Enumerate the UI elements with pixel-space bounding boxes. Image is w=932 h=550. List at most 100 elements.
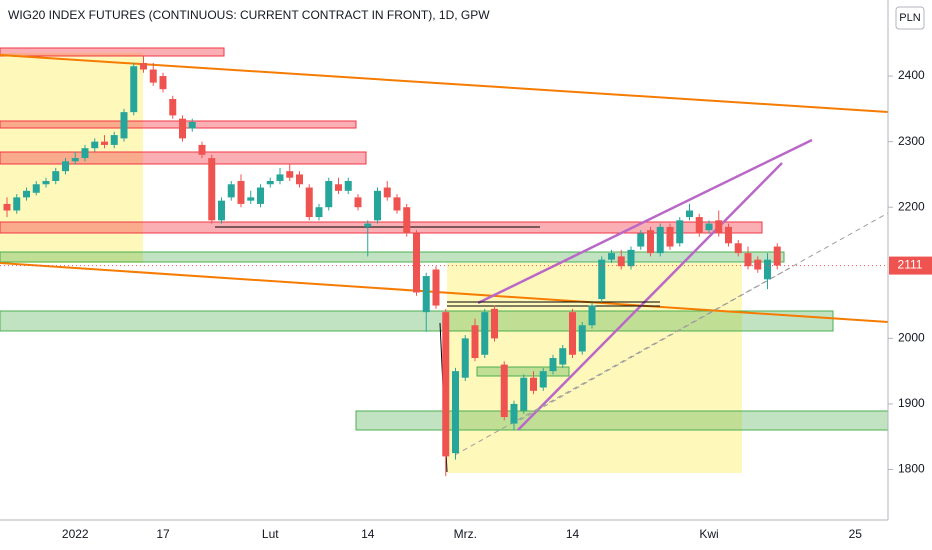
- candle-body: [354, 197, 362, 208]
- candle-body: [744, 253, 752, 267]
- candle-body: [227, 184, 235, 198]
- candle-body: [588, 305, 596, 326]
- candle-body: [3, 203, 11, 211]
- resistance-zone: [0, 47, 225, 57]
- candle-body: [383, 187, 391, 198]
- candle-body: [101, 141, 108, 145]
- dashed-line: [519, 267, 791, 421]
- candle-body: [247, 197, 255, 201]
- candle-body: [676, 220, 684, 244]
- x-tick-label: Kwi: [699, 527, 718, 541]
- candle-body: [549, 358, 557, 372]
- channel-line: [477, 138, 813, 305]
- candle-body: [442, 312, 450, 457]
- candle-body: [500, 364, 508, 418]
- candle-body: [179, 118, 186, 139]
- candle-body: [559, 348, 567, 365]
- x-tick-label: 17: [156, 527, 170, 541]
- x-tick-label: Mrz.: [454, 527, 477, 541]
- candle-body: [325, 180, 333, 208]
- drawings: [0, 47, 897, 473]
- candle-body: [237, 180, 245, 204]
- currency: PLN: [899, 12, 920, 24]
- candle-body: [578, 325, 586, 352]
- highlight-zone: [0, 53, 143, 263]
- chart-title: WIG20 INDEX FUTURES (CONTINUOUS: CURRENT…: [8, 8, 490, 22]
- candle-body: [539, 371, 547, 388]
- candle-body: [335, 184, 342, 191]
- candle-body: [296, 174, 303, 185]
- candle-body: [52, 171, 60, 181]
- channel-line: [517, 162, 783, 431]
- candle-body: [81, 148, 89, 159]
- candle-body: [695, 217, 703, 234]
- candle-body: [23, 190, 30, 198]
- candle-body: [510, 403, 518, 424]
- candle-body: [656, 226, 664, 254]
- dashed-line: [454, 212, 889, 456]
- candle-body: [374, 190, 381, 221]
- last-price-label: 2111: [898, 258, 923, 272]
- candles: [0, 56, 888, 477]
- candle-body: [432, 269, 440, 306]
- candle-body: [773, 246, 781, 266]
- candle-body: [110, 135, 118, 145]
- candle-body: [481, 312, 489, 355]
- x-tick-label: 14: [566, 527, 580, 541]
- candle-body: [364, 223, 372, 227]
- support-zone: [476, 366, 570, 377]
- candle-body: [286, 171, 294, 178]
- candle-body: [637, 233, 645, 247]
- candle-body: [276, 174, 284, 181]
- candle-body: [305, 187, 313, 218]
- y-tick-label: 2200: [898, 199, 925, 213]
- candle-body: [62, 161, 69, 172]
- support-zone: [355, 410, 897, 431]
- candle-body: [491, 308, 498, 339]
- candle-body: [91, 141, 99, 149]
- x-tick-label: 14: [361, 527, 375, 541]
- x-tick-label: Lut: [262, 527, 279, 541]
- support-zone: [0, 251, 785, 263]
- candle-body: [734, 243, 742, 254]
- candle-body: [715, 220, 723, 234]
- candle-body: [159, 76, 167, 90]
- y-tick-label: 1900: [898, 396, 925, 410]
- candle-body: [754, 259, 762, 270]
- candle-body: [764, 259, 771, 280]
- candle-body: [257, 187, 264, 204]
- candle-body: [686, 210, 693, 218]
- candle-body: [71, 158, 79, 162]
- candle-body: [13, 197, 21, 211]
- candle-body: [266, 180, 274, 185]
- highlight-zone: [447, 263, 742, 473]
- candle-body: [608, 253, 615, 260]
- candle-body: [149, 69, 157, 83]
- trend-line: [0, 262, 889, 323]
- resistance-zone: [0, 120, 357, 129]
- candle-body: [315, 207, 323, 218]
- candle-body: [666, 226, 674, 247]
- candle-body: [208, 158, 216, 221]
- currency-box: [895, 6, 925, 30]
- candle-body: [169, 99, 177, 116]
- candle-body: [130, 66, 138, 113]
- candle-body: [598, 259, 606, 300]
- candle-body: [627, 249, 635, 267]
- candle-body: [32, 184, 40, 193]
- candle-body: [218, 200, 225, 221]
- candle-body: [647, 230, 654, 254]
- candle-body: [471, 325, 479, 359]
- candle-body: [344, 180, 352, 191]
- y-tick-label: 2400: [898, 68, 925, 82]
- candle-body: [188, 121, 196, 129]
- candle-body: [422, 276, 430, 313]
- candle-body: [705, 223, 713, 231]
- axes: 1800 1900 2000 2200 2300 2400 2022 17 Lut 14 Mrz. 1…: [62, 68, 932, 541]
- candle-body: [617, 256, 625, 267]
- candle-body: [403, 207, 411, 234]
- last-price-box: [889, 256, 932, 275]
- candle-body: [725, 226, 732, 244]
- support-zone: [0, 310, 834, 332]
